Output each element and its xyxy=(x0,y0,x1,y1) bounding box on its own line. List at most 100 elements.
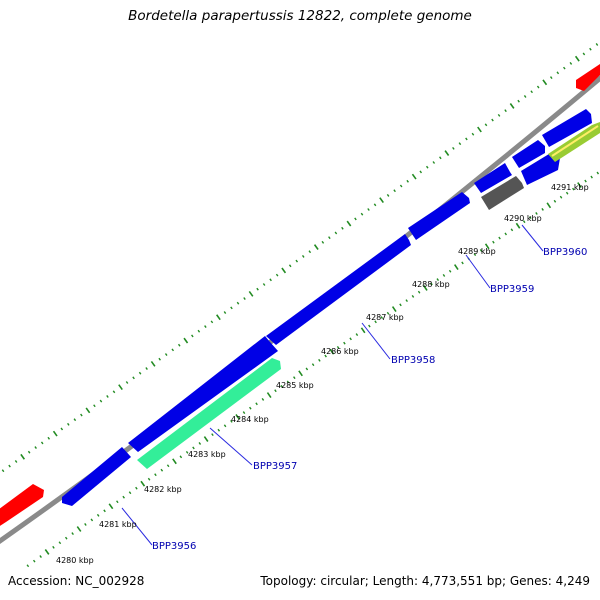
tick-mark xyxy=(399,184,403,188)
tick-mark xyxy=(44,549,50,555)
tick-mark xyxy=(386,193,390,197)
scale-labels: 4280 kbp 4281 kbp 4282 kbp 4283 kbp 4284… xyxy=(56,183,589,565)
tick-mark xyxy=(386,311,390,315)
tick-mark xyxy=(393,189,396,193)
tick-mark xyxy=(498,236,501,240)
tick-mark xyxy=(235,414,241,420)
tick-mark xyxy=(453,264,459,271)
tick-mark xyxy=(399,303,402,307)
tick-mark xyxy=(39,555,42,558)
tick-mark xyxy=(203,436,209,442)
tick-mark xyxy=(236,301,240,305)
scale-label: 4290 kbp xyxy=(504,214,542,223)
tick-mark xyxy=(444,150,450,156)
tick-mark xyxy=(280,384,284,388)
tick-mark xyxy=(298,370,303,377)
scale-label: 4283 kbp xyxy=(188,450,226,459)
tick-mark xyxy=(313,244,319,250)
tick-mark xyxy=(281,267,287,274)
tick-mark xyxy=(269,278,272,282)
tick-mark xyxy=(504,109,507,113)
tick-mark xyxy=(286,380,290,384)
tick-mark xyxy=(21,569,22,571)
tick-mark xyxy=(8,464,11,468)
map-title: Bordetella parapertussis 12822, complete… xyxy=(128,8,472,24)
cds-feature xyxy=(542,109,592,147)
tick-mark xyxy=(158,357,161,361)
tick-mark xyxy=(334,231,338,235)
scale-label: 4288 kbp xyxy=(412,280,450,289)
gene-label-bpp3958: BPP3958 xyxy=(391,355,435,366)
tick-mark xyxy=(99,399,103,403)
tick-mark xyxy=(132,376,135,380)
tick-mark xyxy=(179,455,183,459)
tick-mark xyxy=(336,346,340,349)
tick-mark xyxy=(491,118,494,122)
tick-mark xyxy=(210,320,214,324)
tick-mark xyxy=(40,441,44,445)
tick-mark xyxy=(535,212,538,215)
tick-mark xyxy=(574,55,580,62)
scale-ring xyxy=(21,171,600,571)
tick-mark xyxy=(523,95,527,98)
tick-mark xyxy=(343,341,346,345)
tick-mark xyxy=(349,337,352,341)
tick-mark xyxy=(305,367,309,371)
gene-label-lines xyxy=(121,224,544,546)
tick-mark xyxy=(405,299,408,303)
tick-mark xyxy=(52,430,58,437)
tick-mark xyxy=(324,354,327,358)
tick-mark xyxy=(26,564,30,568)
tick-mark xyxy=(80,413,83,417)
tick-mark xyxy=(116,500,119,504)
label-line xyxy=(465,254,491,289)
tick-mark xyxy=(565,191,569,195)
tick-mark xyxy=(379,197,384,204)
tick-mark xyxy=(458,142,462,146)
cds-feature xyxy=(266,234,411,345)
tick-mark xyxy=(211,433,214,437)
tick-mark xyxy=(563,66,566,70)
cds-feature xyxy=(62,447,131,506)
tick-mark xyxy=(230,419,233,423)
tick-mark xyxy=(529,216,532,219)
tick-mark xyxy=(90,518,94,522)
tick-mark xyxy=(96,513,100,517)
tick-mark xyxy=(355,333,359,337)
tick-mark xyxy=(354,217,357,221)
tick-mark xyxy=(255,402,258,406)
tick-mark xyxy=(248,290,254,297)
tick-mark xyxy=(517,99,520,103)
accession-text: Accession: NC_002928 xyxy=(8,574,145,588)
tick-mark xyxy=(542,79,548,86)
tick-mark xyxy=(243,297,246,300)
tick-mark xyxy=(406,179,409,183)
tick-mark xyxy=(183,337,189,344)
tick-mark xyxy=(274,389,277,393)
scale-label: 4285 kbp xyxy=(276,381,314,390)
tick-mark xyxy=(275,273,279,277)
cds-feature xyxy=(128,336,278,452)
tick-mark xyxy=(423,285,428,291)
tick-mark xyxy=(185,450,189,454)
tick-mark xyxy=(510,228,514,232)
tick-mark xyxy=(509,103,515,109)
tick-mark xyxy=(318,358,321,362)
tick-mark xyxy=(425,165,429,169)
tick-mark xyxy=(223,424,227,428)
highlighted-feature xyxy=(137,358,281,469)
tick-mark xyxy=(135,486,138,490)
tick-mark xyxy=(577,182,582,189)
tick-mark xyxy=(584,179,587,183)
tick-mark xyxy=(541,207,544,211)
tick-mark xyxy=(522,220,526,224)
tick-mark xyxy=(360,212,364,216)
tick-mark xyxy=(14,460,18,463)
tick-mark xyxy=(556,71,560,75)
cds-feature xyxy=(521,154,560,185)
tick-mark xyxy=(432,161,436,164)
tick-mark xyxy=(515,222,521,229)
tick-mark xyxy=(261,397,265,401)
tick-mark xyxy=(391,306,397,313)
